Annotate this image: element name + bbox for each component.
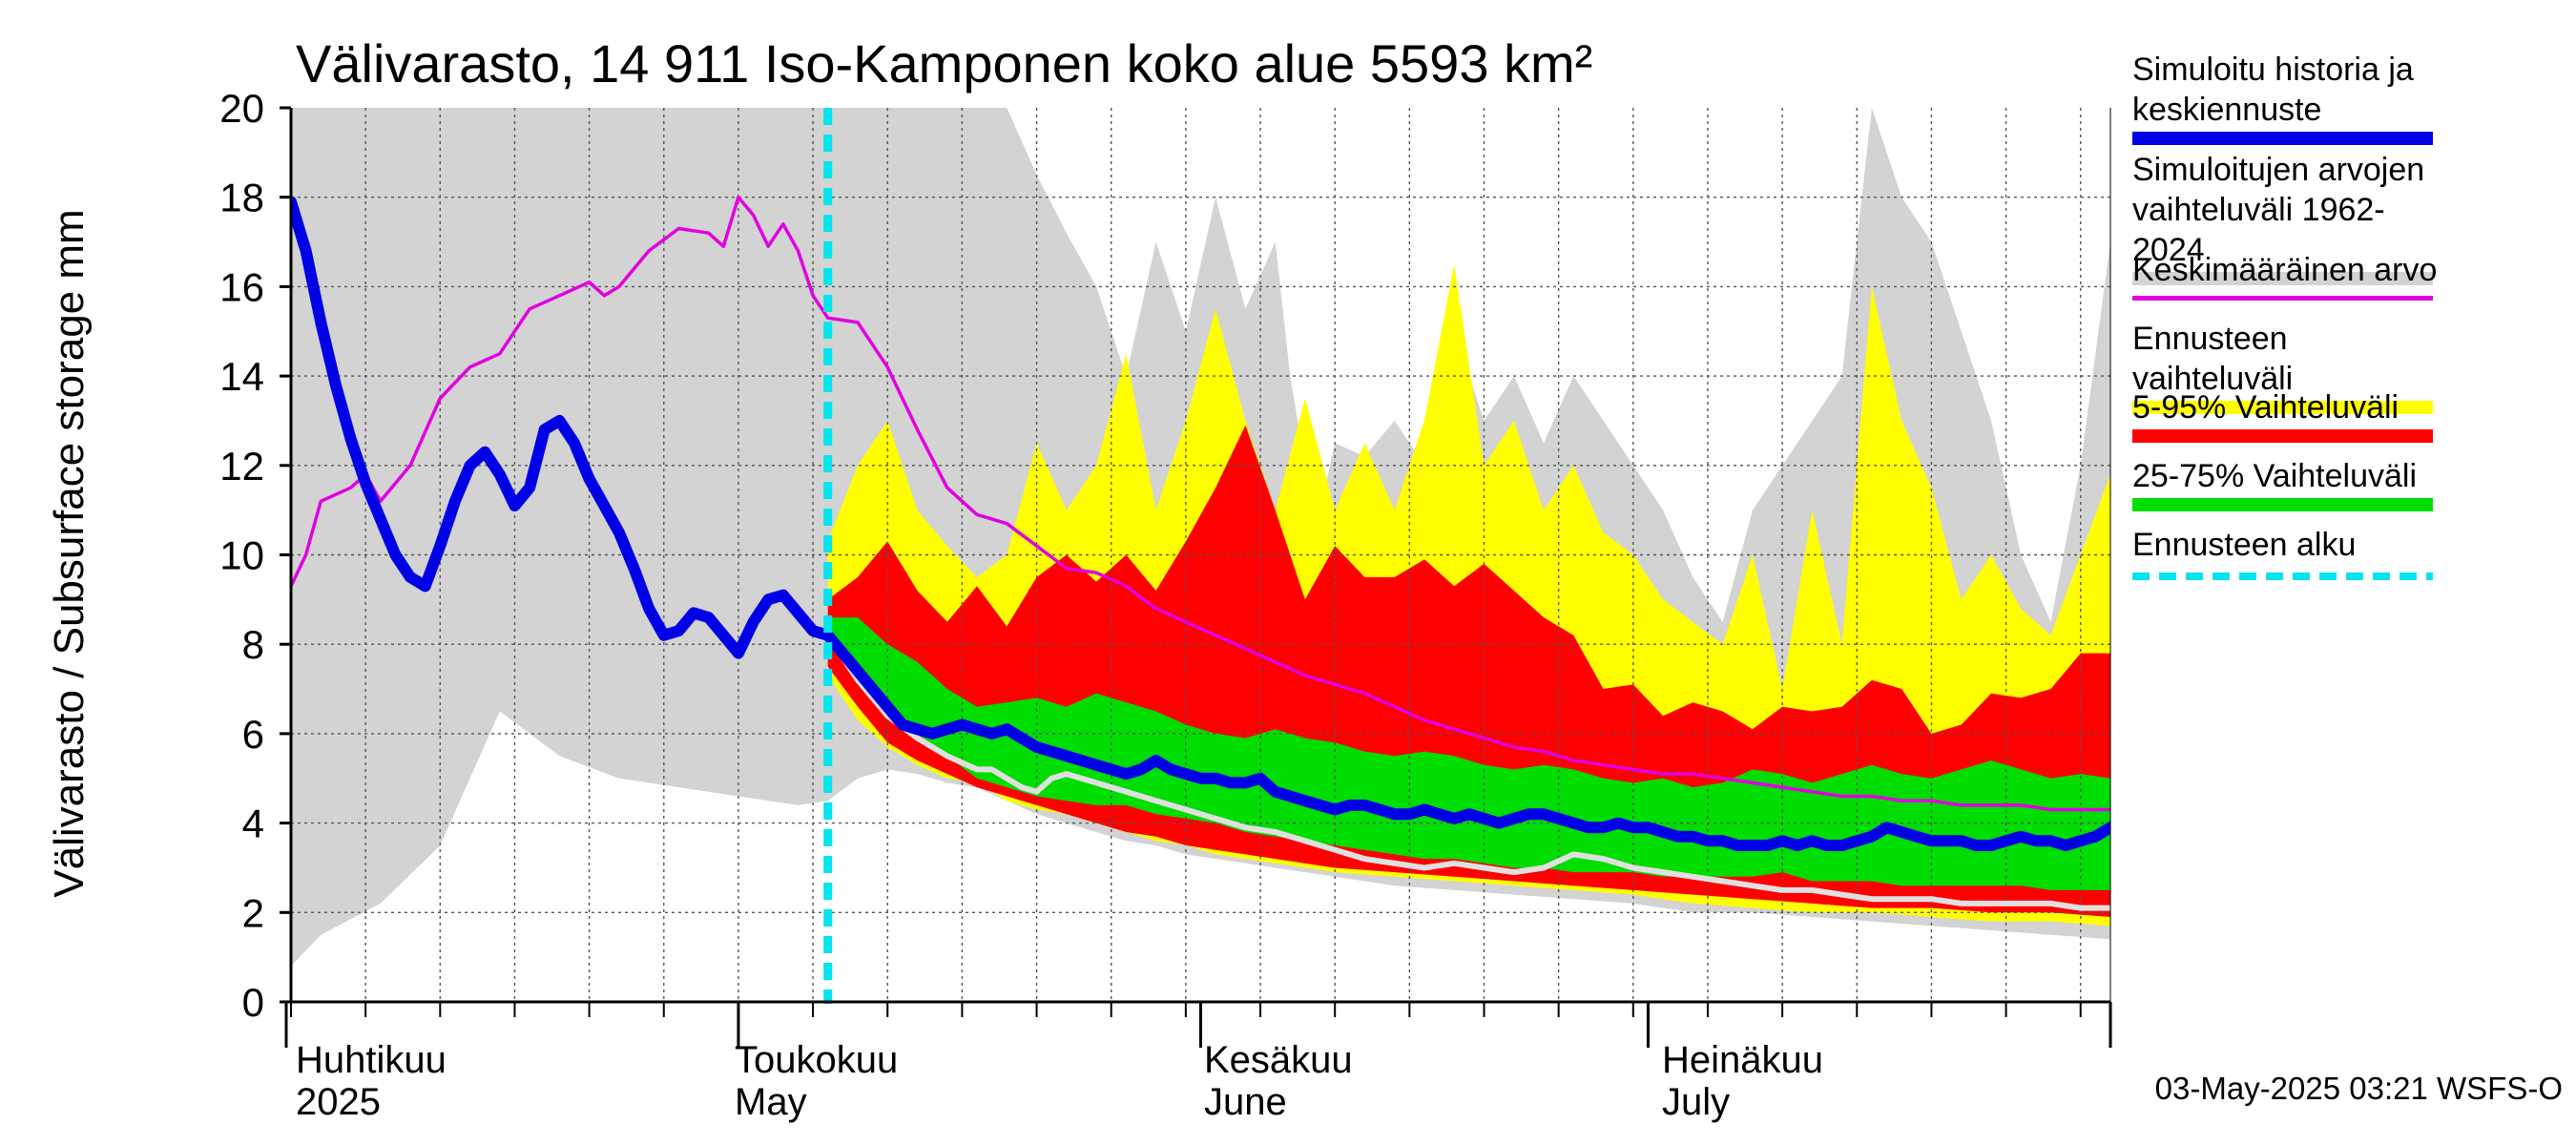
chart-title: Välivarasto, 14 911 Iso-Kamponen koko al… (296, 33, 1593, 94)
legend-label: Simuloitujen arvojen vaihteluväli 1962-2… (2132, 152, 2425, 268)
y-tick-label: 16 (219, 264, 264, 309)
legend-swatch-yellow (2132, 401, 2433, 414)
legend: Simuloitu historia ja keskiennuste Simul… (2132, 50, 2457, 593)
legend-swatch-green (2132, 498, 2433, 511)
y-tick-label: 4 (242, 802, 264, 846)
month-label-en: July (1662, 1081, 1730, 1123)
legend-item-historical-range: Simuloitujen arvojen vaihteluväli 1962-2… (2132, 150, 2457, 285)
y-tick-label: 6 (242, 712, 264, 757)
legend-swatch-grey (2132, 272, 2433, 285)
legend-item-forecast-range: Ennusteen vaihteluväli (2132, 319, 2457, 414)
legend-label: Ennusteen vaihteluväli (2132, 321, 2294, 397)
legend-item-forecast-start: Ennusteen alku (2132, 525, 2457, 593)
y-tick-label: 8 (242, 622, 264, 667)
band-25-75 (827, 617, 2110, 890)
legend-swatch-blue (2132, 132, 2433, 145)
legend-item-5-95: 5-95% Vaihteluväli (2132, 387, 2457, 456)
legend-item-mean: Keskimääräinen arvo (2132, 250, 2457, 319)
month-label-fi: Kesäkuu (1204, 1039, 1353, 1081)
legend-label: Ennusteen alku (2132, 527, 2357, 563)
history-forecast-line (291, 196, 2110, 851)
month-label-en: May (735, 1081, 807, 1123)
scenario-line (824, 632, 2110, 911)
plot-area (291, 108, 2110, 1002)
y-tick-label: 10 (219, 533, 264, 578)
y-tick-label: 12 (219, 444, 264, 489)
y-tick-label: 0 (242, 980, 264, 1025)
month-label-fi: Heinäkuu (1662, 1039, 1823, 1081)
legend-item-25-75: 25-75% Vaihteluväli (2132, 456, 2457, 525)
legend-label: Keskimääräinen arvo (2132, 252, 2438, 288)
y-tick-label: 20 (219, 86, 264, 131)
legend-label: Simuloitu historia ja keskiennuste (2132, 52, 2414, 128)
month-label-fi: Toukokuu (735, 1039, 898, 1081)
y-tick-label: 18 (219, 176, 264, 220)
legend-label: 25-75% Vaihteluväli (2132, 458, 2417, 494)
month-label-en: June (1204, 1081, 1287, 1123)
month-label-fi: Huhtikuu (296, 1039, 447, 1081)
legend-item-history: Simuloitu historia ja keskiennuste (2132, 50, 2457, 150)
legend-swatch-red (2132, 429, 2433, 443)
y-tick-label: 2 (242, 890, 264, 935)
y-tick-label: 14 (219, 354, 264, 399)
legend-label: 5-95% Vaihteluväli (2132, 389, 2399, 426)
legend-swatch-cyan-dashed (2132, 572, 2433, 580)
mean-line (291, 195, 2110, 812)
y-axis-label: Välivarasto / Subsurface storage mm (46, 209, 93, 898)
legend-swatch-magenta (2132, 296, 2433, 301)
month-label-en: 2025 (296, 1081, 381, 1123)
footer-timestamp: 03-May-2025 03:21 WSFS-O (2154, 1071, 2563, 1106)
